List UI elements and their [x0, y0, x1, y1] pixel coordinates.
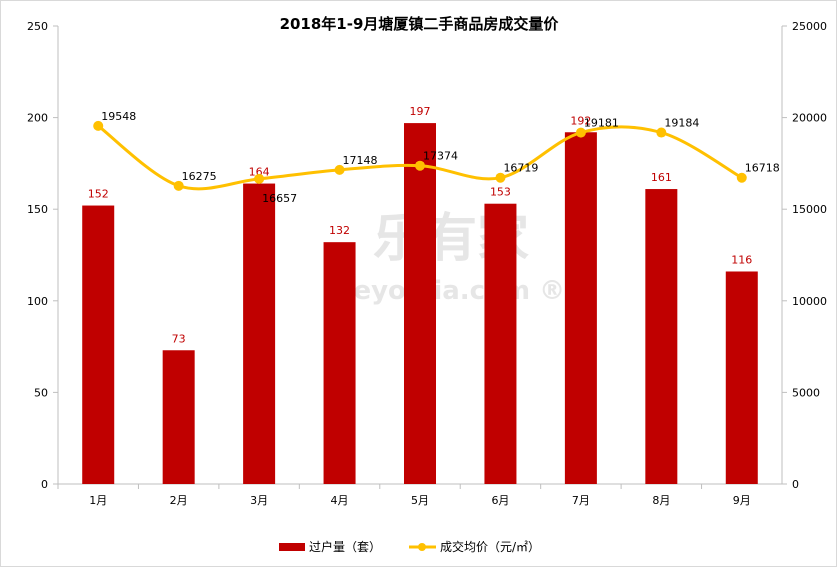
bar-label: 197 [410, 105, 431, 118]
line-point [173, 180, 184, 191]
legend-bar-label: 过户量（套） [309, 539, 381, 554]
legend-line-marker [418, 543, 426, 551]
x-tick-label: 3月 [250, 494, 268, 507]
bar [82, 205, 115, 484]
bar-label: 161 [651, 171, 672, 184]
y-right-tick-label: 10000 [792, 295, 827, 308]
line-label: 16657 [262, 192, 297, 205]
line-label: 16275 [182, 170, 217, 183]
line-point [415, 160, 425, 171]
x-tick-label: 8月 [652, 494, 670, 507]
line-point [656, 127, 667, 138]
line-label: 17148 [343, 154, 378, 167]
bar [645, 189, 678, 484]
line-point [736, 172, 747, 183]
x-tick-label: 7月 [572, 494, 590, 507]
y-left-tick-label: 150 [27, 203, 48, 216]
y-left-tick-label: 0 [41, 478, 48, 491]
bar [404, 123, 436, 484]
bar-label: 164 [249, 166, 270, 179]
line-label: 19548 [101, 110, 136, 123]
y-left-tick-label: 200 [27, 112, 48, 125]
bar-label: 153 [490, 186, 511, 199]
line-label: 17374 [423, 150, 458, 163]
line-point [495, 172, 506, 183]
bar [162, 350, 195, 484]
bar [243, 183, 276, 484]
legend-line-label: 成交均价（元/㎡） [440, 539, 540, 554]
y-right-tick-label: 0 [792, 478, 799, 491]
bar-label: 132 [329, 224, 350, 237]
x-tick-label: 2月 [170, 494, 188, 507]
line-point [334, 164, 345, 175]
line-point [254, 173, 265, 184]
x-tick-label: 4月 [331, 494, 349, 507]
y-left-tick-label: 250 [27, 20, 48, 33]
y-left-tick-label: 50 [34, 386, 48, 399]
x-tick-label: 5月 [411, 494, 429, 507]
y-right-tick-label: 15000 [792, 203, 827, 216]
bar-label: 116 [731, 253, 752, 266]
bar-label: 73 [172, 332, 186, 345]
x-tick-label: 6月 [491, 494, 509, 507]
watermark-url: Leyoujia.com ® [337, 276, 565, 306]
chart-title: 2018年1-9月塘厦镇二手商品房成交量价 [280, 15, 560, 33]
line-label: 19181 [584, 117, 619, 130]
bar-label: 192 [570, 114, 591, 127]
line-point [93, 120, 104, 131]
bar [725, 271, 758, 484]
y-right-tick-label: 5000 [792, 386, 820, 399]
line-label: 19184 [664, 117, 699, 130]
y-right-tick-label: 25000 [792, 20, 827, 33]
x-tick-label: 9月 [733, 494, 751, 507]
line-label: 16718 [745, 162, 780, 175]
line-point [575, 127, 586, 138]
bar [564, 132, 597, 485]
y-left-tick-label: 100 [27, 295, 48, 308]
bar [484, 203, 517, 485]
legend-bar-swatch [279, 543, 305, 551]
bar [323, 242, 356, 484]
line-label: 16719 [503, 162, 538, 175]
x-tick-label: 1月 [89, 494, 107, 507]
bar-label: 152 [88, 188, 109, 201]
y-right-tick-label: 20000 [792, 112, 827, 125]
